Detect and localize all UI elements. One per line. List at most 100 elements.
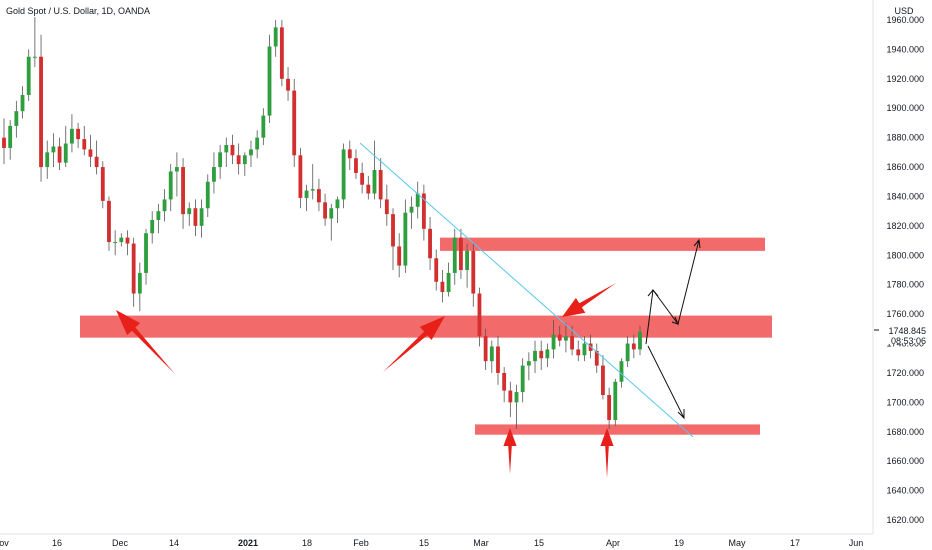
x-tick-label: Apr <box>606 538 620 548</box>
candle <box>434 249 439 291</box>
candle <box>162 189 167 222</box>
y-tick-label: 1800.000 <box>886 250 924 260</box>
candle <box>57 137 62 170</box>
candle-body <box>502 372 507 391</box>
candle <box>150 211 155 244</box>
candle-body <box>329 208 334 219</box>
price-axis[interactable]: 1960.000 1940.000 1920.000 1900.000 1880.000… <box>886 15 924 525</box>
candle <box>594 343 599 373</box>
x-tick-label: 15 <box>534 538 544 548</box>
candle <box>613 378 618 426</box>
candle <box>88 134 93 168</box>
candle-body <box>39 56 43 168</box>
candle-body <box>107 200 111 243</box>
chart-title: Gold Spot / U.S. Dollar, 1D, OANDA <box>6 6 150 16</box>
candle-body <box>533 350 537 362</box>
candle <box>533 340 537 373</box>
time-axis[interactable]: ov 16 Dec 14 2021 18 Feb 15 Mar 15 Apr 19 May 17 Jun <box>0 538 863 548</box>
candle-body <box>594 350 599 366</box>
candle <box>619 358 624 388</box>
candle-body <box>63 143 68 163</box>
candle <box>335 196 340 223</box>
candle <box>360 162 365 194</box>
candle-body <box>304 190 309 198</box>
y-tick-label: 1840.000 <box>886 191 924 201</box>
projection-up-head-1 <box>647 289 659 297</box>
candle <box>8 120 13 160</box>
candle-body <box>212 167 216 182</box>
candle <box>298 147 303 209</box>
candle <box>397 233 402 278</box>
candle <box>545 343 550 368</box>
candle <box>601 355 605 400</box>
x-tick-label: 14 <box>169 538 179 548</box>
candle <box>323 193 328 226</box>
candle-body <box>607 395 612 420</box>
candle-body <box>638 331 642 350</box>
last-price-label: 1748.845 <box>888 326 926 336</box>
y-tick-label: 1820.000 <box>886 221 924 231</box>
candle <box>465 243 470 288</box>
candle <box>76 122 81 148</box>
candle <box>514 384 519 429</box>
candle-body <box>421 193 426 229</box>
candle-body <box>391 214 395 247</box>
candle <box>70 114 74 153</box>
candle <box>421 184 426 241</box>
candle-body <box>70 128 74 144</box>
candle-body <box>236 155 241 165</box>
candle-body <box>279 27 284 79</box>
candle <box>119 233 124 247</box>
currency-label: USD <box>894 6 914 16</box>
candle <box>354 149 358 179</box>
candle <box>94 140 99 175</box>
candle-body <box>489 346 494 362</box>
candle-body <box>187 208 192 215</box>
candle <box>174 152 179 197</box>
candle <box>168 164 173 212</box>
candle-body <box>2 137 6 148</box>
candle <box>199 199 204 238</box>
candle-body <box>397 246 402 266</box>
candle-body <box>125 237 130 244</box>
candle <box>187 202 192 226</box>
x-tick-label: Mar <box>473 538 489 548</box>
candle-body <box>551 334 556 350</box>
red-arrow-mid <box>383 316 445 372</box>
candle <box>341 143 346 209</box>
y-tick-label: 1920.000 <box>886 74 924 84</box>
candle-body <box>144 233 148 273</box>
candle-body <box>230 145 235 156</box>
candle <box>520 358 525 403</box>
candle <box>391 208 395 270</box>
candle-body <box>378 170 383 200</box>
countdown-label: 08:53:06 <box>891 336 926 346</box>
candle <box>483 328 488 370</box>
candle-body <box>205 181 210 209</box>
candle-body <box>354 158 358 173</box>
y-tick-label: 1940.000 <box>886 44 924 54</box>
candle-body <box>446 272 451 293</box>
candle <box>496 336 500 385</box>
candle-body <box>310 189 315 191</box>
candle-body <box>8 125 13 148</box>
candle <box>131 237 136 307</box>
candle-body <box>619 361 624 382</box>
x-tick-label: Feb <box>353 538 369 548</box>
projection-up-head-3 <box>693 238 701 249</box>
candle-body <box>631 343 636 350</box>
candle <box>440 270 445 303</box>
candle-body <box>570 336 574 350</box>
candle-body <box>465 250 470 270</box>
candle <box>631 334 636 359</box>
y-tick-label: 1700.000 <box>886 397 924 407</box>
x-tick-label: 17 <box>790 538 800 548</box>
candle <box>2 118 6 165</box>
candle <box>26 49 31 101</box>
candle-body <box>452 237 457 273</box>
candle <box>242 152 247 176</box>
candle-body <box>94 156 99 168</box>
candle-body <box>224 145 229 153</box>
y-tick-label: 1720.000 <box>886 368 924 378</box>
